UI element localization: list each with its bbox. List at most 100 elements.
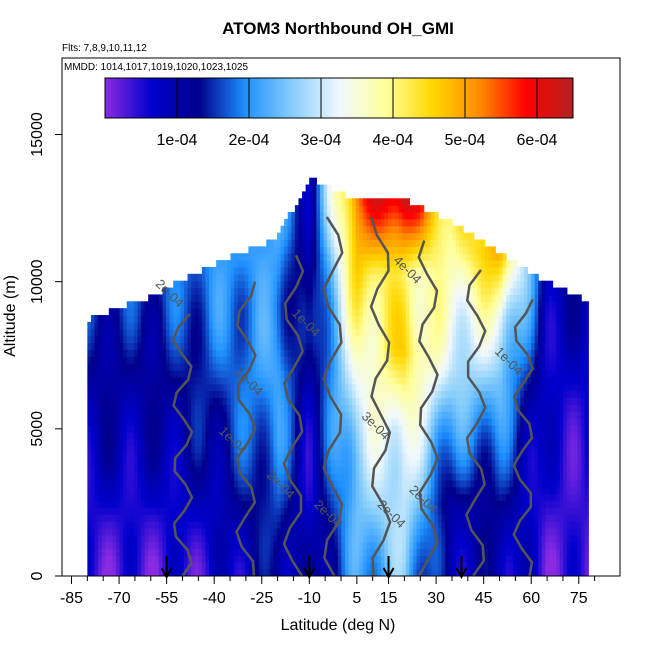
heatmap-cell xyxy=(191,411,196,419)
heatmap-cell xyxy=(327,294,332,302)
heatmap-cell xyxy=(212,294,217,302)
heatmap-cell xyxy=(366,328,371,337)
heatmap-cell xyxy=(126,418,131,426)
heatmap-cell xyxy=(316,507,321,515)
heatmap-cell xyxy=(359,555,364,563)
heatmap-cell xyxy=(151,438,156,447)
heatmap-cell xyxy=(198,390,203,399)
heatmap-cell xyxy=(176,328,181,337)
heatmap-cell xyxy=(355,363,360,371)
heatmap-cell xyxy=(244,472,249,481)
heatmap-cell xyxy=(387,225,393,234)
heatmap-cell xyxy=(148,315,153,323)
heatmap-cell xyxy=(402,232,407,241)
heatmap-cell xyxy=(176,424,181,433)
heatmap-cell xyxy=(198,301,203,309)
heatmap-cell xyxy=(405,376,410,385)
heatmap-cell xyxy=(166,500,171,508)
heatmap-cell xyxy=(180,363,185,371)
heatmap-cell xyxy=(377,507,382,515)
heatmap-cell xyxy=(302,466,307,474)
heatmap-cell xyxy=(355,308,360,316)
heatmap-cell xyxy=(198,335,203,344)
heatmap-cell xyxy=(216,500,221,508)
heatmap-cell xyxy=(126,356,131,364)
heatmap-cell xyxy=(452,500,457,508)
heatmap-cell xyxy=(438,390,443,399)
heatmap-cell xyxy=(155,486,160,495)
heatmap-cell xyxy=(402,321,407,330)
heatmap-cell xyxy=(359,376,364,385)
heatmap-cell xyxy=(398,472,403,481)
heatmap-cell xyxy=(248,472,253,481)
heatmap-cell xyxy=(269,369,275,378)
heatmap-cell xyxy=(108,404,114,412)
heatmap-cell xyxy=(438,246,443,254)
heatmap-cell xyxy=(241,411,246,419)
heatmap-cell xyxy=(355,301,360,309)
heatmap-cell xyxy=(377,273,382,282)
heatmap-cell xyxy=(405,541,410,550)
heatmap-cell xyxy=(434,486,439,495)
heatmap-cell xyxy=(255,452,260,460)
heatmap-cell xyxy=(230,253,235,261)
heatmap-cell xyxy=(205,294,210,302)
heatmap-cell xyxy=(355,397,360,405)
heatmap-cell xyxy=(391,459,396,467)
heatmap-cell xyxy=(133,321,139,330)
heatmap-cell xyxy=(237,356,242,364)
heatmap-cell xyxy=(216,411,221,419)
heatmap-cell xyxy=(216,363,221,371)
heatmap-cell xyxy=(87,321,92,330)
heatmap-cell xyxy=(130,569,135,576)
heatmap-cell xyxy=(237,548,242,556)
heatmap-cell xyxy=(370,260,375,268)
heatmap-cell xyxy=(187,342,192,350)
heatmap-cell xyxy=(319,534,325,543)
heatmap-cell xyxy=(209,500,214,508)
heatmap-cell xyxy=(87,555,92,563)
heatmap-cell xyxy=(205,301,210,309)
heatmap-cell xyxy=(312,493,317,502)
heatmap-cell xyxy=(166,294,171,302)
heatmap-cell xyxy=(438,534,443,543)
heatmap-cell xyxy=(108,356,114,364)
heatmap-cell xyxy=(90,328,96,337)
heatmap-cell xyxy=(94,424,99,433)
heatmap-cell xyxy=(312,424,317,433)
heatmap-cell xyxy=(137,418,142,426)
heatmap-cell xyxy=(362,294,368,302)
heatmap-cell xyxy=(90,527,96,536)
heatmap-cell xyxy=(362,411,368,419)
heatmap-cell xyxy=(373,349,378,357)
heatmap-cell xyxy=(262,383,267,392)
heatmap-cell xyxy=(269,418,275,426)
heatmap-cell xyxy=(266,335,271,344)
heatmap-cell xyxy=(330,452,335,460)
heatmap-cell xyxy=(287,246,292,254)
heatmap-cell xyxy=(251,459,257,467)
heatmap-cell xyxy=(412,212,418,220)
heatmap-cell xyxy=(119,431,124,440)
heatmap-cell xyxy=(294,424,300,433)
heatmap-cell xyxy=(438,424,443,433)
heatmap-cell xyxy=(194,356,199,364)
heatmap-cell xyxy=(409,232,414,241)
heatmap-cell xyxy=(427,321,432,330)
heatmap-cell xyxy=(166,459,171,467)
heatmap-cell xyxy=(402,349,407,357)
flights-subtitle: Flts: 7,8,9,10,11,12 xyxy=(62,43,147,54)
heatmap-cell xyxy=(112,486,117,495)
heatmap-cell xyxy=(362,198,368,206)
heatmap-cell xyxy=(330,349,335,357)
heatmap-cell xyxy=(237,459,242,467)
heatmap-cell xyxy=(194,280,199,289)
heatmap-cell xyxy=(423,514,428,522)
heatmap-cell xyxy=(176,507,181,515)
heatmap-cell xyxy=(380,260,385,268)
heatmap-cell xyxy=(441,232,446,241)
heatmap-cell xyxy=(155,445,160,453)
heatmap-cell xyxy=(348,218,353,227)
heatmap-cell xyxy=(344,356,350,364)
heatmap-cell xyxy=(166,411,171,419)
